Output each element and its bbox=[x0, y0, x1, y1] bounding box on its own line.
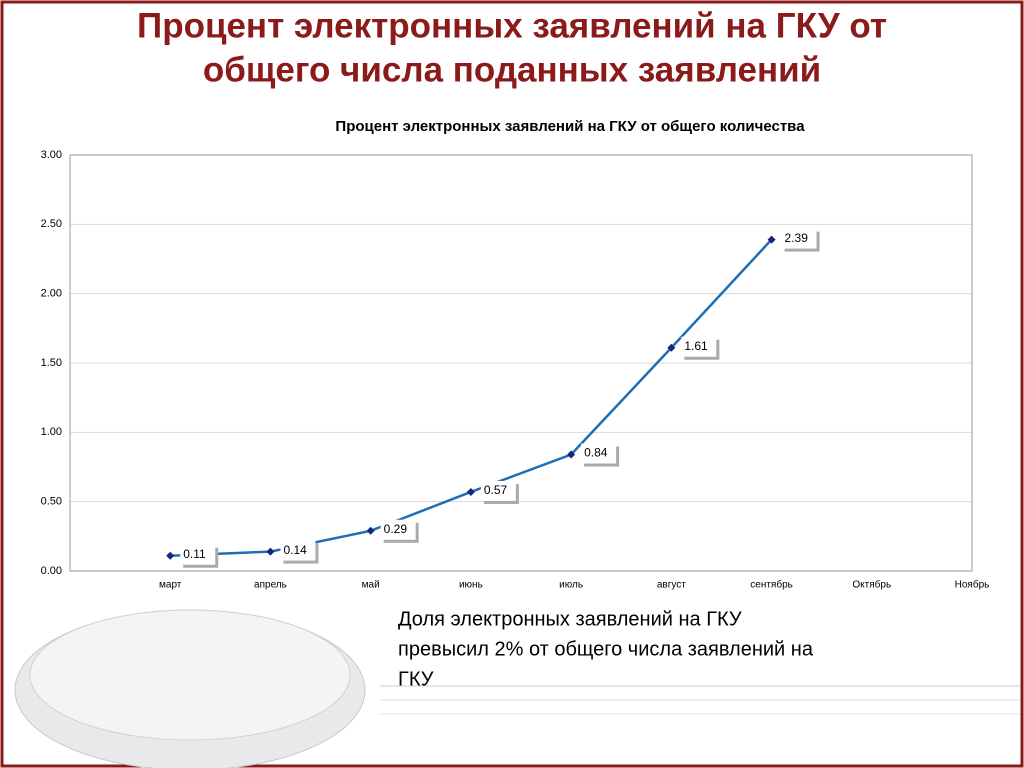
plot-border bbox=[69, 154, 973, 572]
x-tick-label: май bbox=[362, 580, 380, 591]
label-box bbox=[380, 519, 416, 540]
marker bbox=[767, 235, 776, 244]
marker bbox=[667, 343, 676, 352]
x-tick-label: август bbox=[657, 580, 686, 591]
label-box bbox=[180, 544, 216, 565]
label-box bbox=[480, 480, 516, 501]
label-box bbox=[681, 336, 717, 357]
x-tick-label: Ноябрь bbox=[955, 579, 990, 591]
marker bbox=[366, 526, 375, 535]
marker bbox=[567, 450, 576, 459]
y-tick-label: 0.50 bbox=[41, 496, 62, 508]
label-box bbox=[581, 443, 617, 464]
data-label: 0.57 bbox=[484, 483, 508, 497]
marker bbox=[466, 487, 475, 496]
globe-top bbox=[29, 609, 351, 741]
data-label: 1.61 bbox=[684, 339, 708, 353]
chart-title: Процент электронных заявлений на ГКУ от … bbox=[335, 118, 805, 135]
data-label: 0.29 bbox=[384, 522, 408, 536]
body-text: Доля электронных заявлений на ГКУ bbox=[398, 608, 742, 630]
x-tick-label: июнь bbox=[459, 580, 483, 591]
data-label: 0.14 bbox=[283, 543, 307, 557]
slide-title: общего числа поданных заявлений bbox=[203, 50, 821, 89]
x-tick-label: Октябрь bbox=[852, 579, 891, 591]
y-tick-label: 3.00 bbox=[41, 149, 62, 161]
body-text: ГКУ bbox=[398, 668, 434, 690]
y-tick-label: 2.00 bbox=[41, 288, 62, 300]
body-text: превысил 2% от общего числа заявлений на bbox=[398, 638, 814, 660]
x-tick-label: июль bbox=[559, 580, 583, 591]
data-label: 2.39 bbox=[785, 231, 809, 245]
y-tick-label: 2.50 bbox=[41, 218, 62, 230]
marker bbox=[266, 547, 275, 556]
x-tick-label: март bbox=[159, 580, 182, 591]
label-box bbox=[781, 228, 817, 249]
line bbox=[170, 238, 773, 557]
data-label: 0.11 bbox=[183, 547, 206, 561]
decoration bbox=[14, 609, 1020, 768]
marker bbox=[166, 551, 175, 560]
y-tick-label: 1.50 bbox=[41, 357, 62, 369]
slide-title: Процент электронных заявлений на ГКУ от bbox=[137, 6, 887, 45]
data-label: 0.84 bbox=[584, 446, 608, 460]
y-tick-label: 1.00 bbox=[41, 426, 62, 438]
label-box bbox=[280, 540, 316, 561]
y-tick-label: 0.00 bbox=[41, 565, 62, 577]
x-tick-label: апрель bbox=[254, 580, 287, 591]
x-tick-label: сентябрь bbox=[750, 579, 793, 591]
